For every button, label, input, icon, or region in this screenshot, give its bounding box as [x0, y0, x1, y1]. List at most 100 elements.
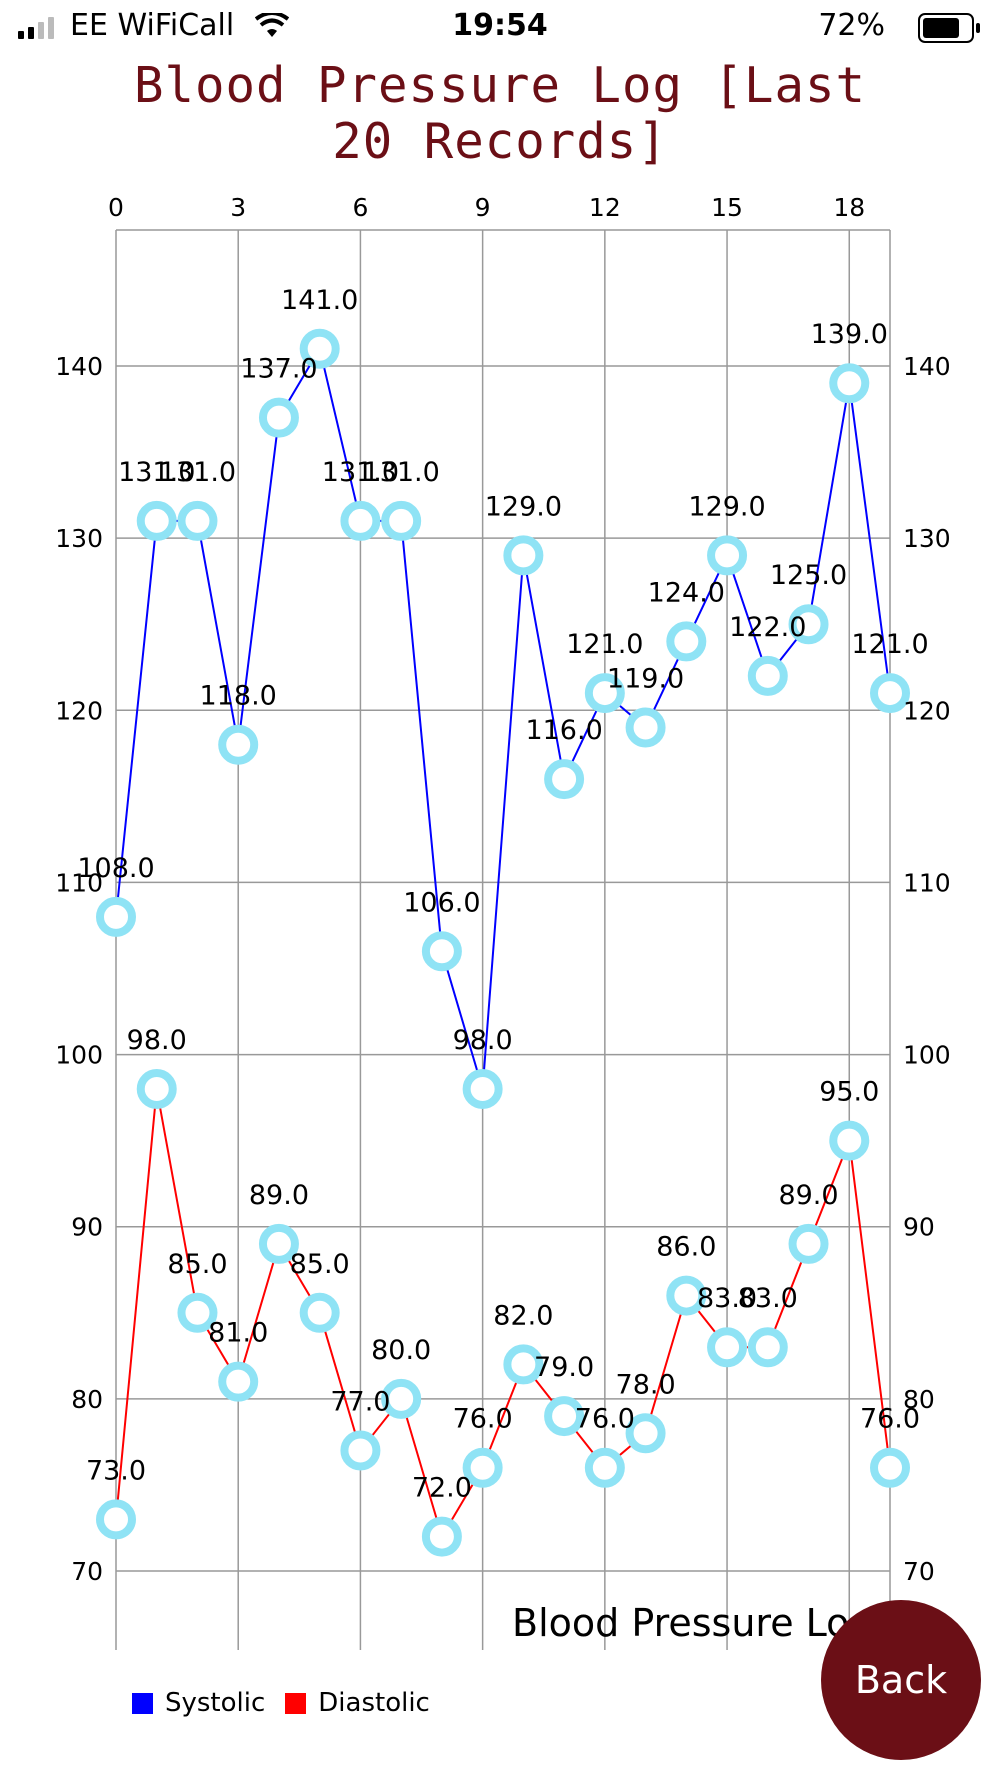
data-label-systolic: 125.0	[770, 560, 847, 591]
data-point-systolic	[707, 535, 748, 576]
data-label-diastolic: 98.0	[127, 1025, 187, 1056]
data-label-systolic: 124.0	[648, 577, 725, 608]
data-point-diastolic	[177, 1292, 218, 1333]
data-label-diastolic: 85.0	[167, 1249, 227, 1280]
data-label-diastolic: 83.0	[738, 1283, 798, 1314]
data-label-diastolic: 76.0	[453, 1404, 513, 1435]
wifi-icon	[255, 13, 289, 37]
data-label-diastolic: 77.0	[330, 1387, 390, 1418]
legend-item-diastolic: Diastolic	[285, 1688, 430, 1718]
y-tick-label-left: 120	[55, 696, 103, 725]
data-point-diastolic	[544, 1396, 585, 1437]
data-label-systolic: 129.0	[688, 491, 765, 522]
clock: 19:54	[452, 8, 548, 43]
data-label-systolic: 106.0	[403, 887, 480, 918]
data-label-systolic: 131.0	[363, 457, 440, 488]
data-label-systolic: 98.0	[453, 1025, 513, 1056]
data-point-diastolic	[218, 1361, 259, 1402]
data-label-diastolic: 72.0	[412, 1473, 472, 1504]
data-label-diastolic: 80.0	[371, 1335, 431, 1366]
y-tick-label-left: 80	[71, 1385, 103, 1414]
data-point-diastolic	[462, 1447, 503, 1488]
y-tick-label-left: 140	[55, 352, 103, 381]
data-label-systolic: 119.0	[607, 664, 684, 695]
back-button[interactable]: Back	[821, 1600, 981, 1760]
data-point-diastolic	[870, 1447, 910, 1488]
data-point-diastolic	[707, 1327, 748, 1368]
data-point-systolic	[381, 500, 422, 541]
data-point-systolic	[136, 500, 177, 541]
x-tick-label: 9	[475, 193, 491, 222]
data-point-diastolic	[584, 1447, 625, 1488]
data-point-systolic	[218, 724, 259, 765]
data-label-diastolic: 82.0	[493, 1300, 553, 1331]
x-tick-label: 15	[711, 193, 743, 222]
y-tick-label-left: 90	[71, 1213, 103, 1242]
data-label-diastolic: 79.0	[534, 1352, 594, 1383]
data-label-diastolic: 85.0	[290, 1249, 350, 1280]
data-label-diastolic: 73.0	[86, 1455, 146, 1486]
carrier-name: EE WiFiCall	[70, 8, 235, 43]
data-point-systolic	[503, 535, 544, 576]
legend-label-systolic: Systolic	[165, 1688, 266, 1718]
legend-label-diastolic: Diastolic	[318, 1688, 430, 1718]
data-label-diastolic: 95.0	[819, 1077, 879, 1108]
y-tick-label-right: 90	[903, 1213, 935, 1242]
data-label-systolic: 131.0	[159, 457, 236, 488]
legend-item-systolic: Systolic	[132, 1688, 265, 1718]
x-tick-label: 3	[230, 193, 246, 222]
data-label-systolic: 108.0	[77, 853, 154, 884]
data-point-systolic	[421, 931, 462, 972]
data-point-diastolic	[666, 1275, 707, 1316]
x-tick-label: 18	[833, 193, 865, 222]
data-point-systolic	[96, 896, 136, 937]
data-point-diastolic	[96, 1499, 136, 1540]
data-point-systolic	[829, 363, 870, 404]
y-tick-label-left: 110	[55, 868, 103, 897]
data-label-systolic: 129.0	[485, 491, 562, 522]
data-label-diastolic: 83.0	[697, 1283, 757, 1314]
y-tick-label-right: 140	[903, 352, 951, 381]
page-title: Blood Pressure Log [Last 20 Records]	[133, 57, 866, 170]
data-label-diastolic: 86.0	[656, 1232, 716, 1263]
data-point-systolic	[788, 604, 829, 645]
y-tick-label-right: 110	[903, 868, 951, 897]
x-tick-label: 6	[352, 193, 368, 222]
data-point-diastolic	[258, 1223, 299, 1264]
data-label-systolic: 131.0	[118, 457, 195, 488]
data-point-systolic	[258, 397, 299, 438]
y-tick-label-right: 100	[903, 1041, 951, 1070]
battery-icon	[918, 13, 980, 43]
data-point-systolic	[462, 1069, 503, 1109]
data-point-systolic	[584, 673, 625, 714]
y-tick-label-right: 130	[903, 524, 951, 553]
y-tick-label-left: 100	[55, 1041, 103, 1070]
data-point-systolic	[625, 707, 666, 748]
signal-bars-icon	[18, 17, 54, 39]
data-label-systolic: 121.0	[851, 629, 928, 660]
status-bar: EE WiFiCall 19:54 72%	[0, 0, 1000, 52]
x-tick-label: 12	[589, 193, 621, 222]
data-label-diastolic: 76.0	[575, 1404, 635, 1435]
y-tick-label-right: 70	[903, 1557, 935, 1586]
data-point-diastolic	[421, 1516, 462, 1557]
data-point-diastolic	[625, 1413, 666, 1454]
data-label-systolic: 141.0	[281, 285, 358, 316]
data-point-systolic	[666, 621, 707, 662]
legend-swatch-diastolic	[285, 1692, 307, 1714]
data-label-systolic: 121.0	[566, 629, 643, 660]
data-point-systolic	[299, 328, 340, 369]
data-point-systolic	[340, 500, 381, 541]
data-label-systolic: 122.0	[729, 612, 806, 643]
data-label-systolic: 116.0	[525, 715, 602, 746]
x-tick-label: 0	[108, 193, 124, 222]
legend: Systolic Diastolic	[132, 1688, 450, 1718]
data-point-diastolic	[747, 1327, 788, 1368]
data-point-diastolic	[503, 1344, 544, 1385]
data-label-systolic: 118.0	[200, 681, 277, 712]
data-point-diastolic	[381, 1378, 422, 1419]
data-label-diastolic: 78.0	[616, 1369, 676, 1400]
data-point-diastolic	[136, 1069, 177, 1109]
y-tick-label-left: 70	[71, 1557, 103, 1586]
